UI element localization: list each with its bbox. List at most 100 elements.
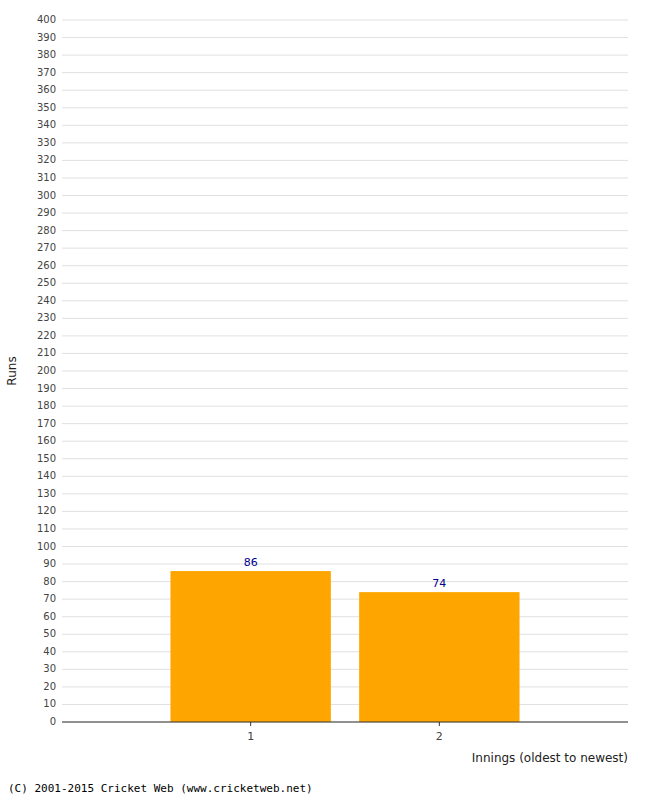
grid-line (62, 318, 628, 319)
y-tick-label: 50 (43, 628, 56, 639)
y-tick-label: 180 (37, 400, 56, 411)
grid-line (62, 125, 628, 126)
y-tick-label: 380 (37, 49, 56, 60)
grid-line (62, 90, 628, 91)
grid-line (62, 20, 628, 21)
y-tick-label: 130 (37, 488, 56, 499)
y-axis-label: Runs (5, 356, 19, 385)
y-tick-label: 350 (37, 102, 56, 113)
grid-line (62, 599, 628, 600)
y-tick-label: 80 (43, 576, 56, 587)
grid-line (62, 423, 628, 424)
chart-container: 0 10 20 30 40 50 60 70 80 90 100 110 120 130 140 150 160… (0, 0, 650, 800)
y-tick-label: 30 (43, 663, 56, 674)
grid-line (62, 581, 628, 582)
grid-line (62, 283, 628, 284)
y-grid (62, 20, 628, 722)
x-tick-label: 1 (247, 730, 254, 743)
bar (359, 592, 519, 722)
data-label: 74 (432, 577, 446, 590)
grid-line (62, 704, 628, 705)
y-tick-label: 200 (37, 365, 56, 376)
y-tick-label: 390 (37, 32, 56, 43)
grid-line (62, 55, 628, 56)
y-tick-label: 120 (37, 505, 56, 516)
grid-line (62, 160, 628, 161)
y-tick-label: 260 (37, 260, 56, 271)
y-tick-label: 190 (37, 383, 56, 394)
bars (170, 571, 519, 722)
y-tick-label: 10 (43, 698, 56, 709)
y-tick-label: 330 (37, 137, 56, 148)
chart-svg: 0 10 20 30 40 50 60 70 80 90 100 110 120 130 140 150 160… (0, 0, 650, 800)
y-tick-label: 310 (37, 172, 56, 183)
y-tick-label: 20 (43, 681, 56, 692)
y-tick-label: 40 (43, 646, 56, 657)
y-tick-labels: 0 10 20 30 40 50 60 70 80 90 100 110 120 130 140 150 160… (37, 14, 56, 727)
grid-line (62, 686, 628, 687)
y-tick-label: 320 (37, 154, 56, 165)
bar (170, 571, 330, 722)
grid-line (62, 634, 628, 635)
grid-line (62, 265, 628, 266)
x-tick (439, 722, 440, 726)
grid-line (62, 195, 628, 196)
grid-line (62, 546, 628, 547)
y-tick-label: 360 (37, 84, 56, 95)
grid-line (62, 564, 628, 565)
y-tick-label: 110 (37, 523, 56, 534)
grid-line (62, 722, 628, 723)
y-tick-label: 370 (37, 67, 56, 78)
grid-line (62, 441, 628, 442)
grid-line (62, 213, 628, 214)
grid-line (62, 177, 628, 178)
x-axis: 12 (62, 722, 628, 743)
grid-line (62, 107, 628, 108)
grid-line (62, 72, 628, 73)
grid-line (62, 511, 628, 512)
x-axis-line (62, 722, 628, 723)
grid-line (62, 300, 628, 301)
y-tick-label: 90 (43, 558, 56, 569)
grid-line (62, 388, 628, 389)
y-tick-label: 270 (37, 242, 56, 253)
grid-line (62, 651, 628, 652)
y-tick-label: 400 (37, 14, 56, 25)
y-tick-label: 300 (37, 190, 56, 201)
y-tick-label: 150 (37, 453, 56, 464)
y-tick-label: 160 (37, 435, 56, 446)
y-tick-label: 60 (43, 611, 56, 622)
grid-line (62, 458, 628, 459)
grid-line (62, 371, 628, 372)
y-tick-label: 290 (37, 207, 56, 218)
grid-line (62, 37, 628, 38)
y-tick-label: 100 (37, 541, 56, 552)
y-tick-label: 340 (37, 119, 56, 130)
x-tick (250, 722, 251, 726)
y-tick-label: 240 (37, 295, 56, 306)
grid-line (62, 669, 628, 670)
grid-line (62, 230, 628, 231)
grid-line (62, 476, 628, 477)
grid-line (62, 406, 628, 407)
grid-line (62, 335, 628, 336)
grid-line (62, 528, 628, 529)
grid-line (62, 353, 628, 354)
x-axis-label: Innings (oldest to newest) (472, 751, 628, 765)
footer-note: (C) 2001-2015 Cricket Web (www.cricketwe… (8, 782, 313, 795)
grid-line (62, 493, 628, 494)
data-label: 86 (244, 556, 258, 569)
y-tick-label: 230 (37, 312, 56, 323)
y-tick-label: 220 (37, 330, 56, 341)
data-labels: 86 74 (244, 556, 447, 590)
y-tick-label: 0 (50, 716, 56, 727)
grid-line (62, 616, 628, 617)
y-tick-label: 70 (43, 593, 56, 604)
y-tick-label: 210 (37, 347, 56, 358)
y-tick-label: 280 (37, 225, 56, 236)
y-tick-label: 170 (37, 418, 56, 429)
y-tick-label: 140 (37, 470, 56, 481)
x-tick-label: 2 (436, 730, 443, 743)
grid-line (62, 248, 628, 249)
grid-line (62, 142, 628, 143)
